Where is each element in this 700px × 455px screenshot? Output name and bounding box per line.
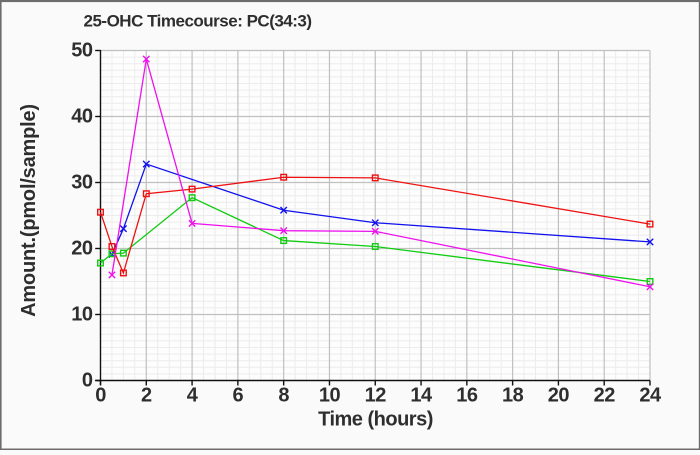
svg-text:10: 10	[319, 385, 341, 407]
svg-text:22: 22	[594, 385, 616, 407]
svg-text:0: 0	[82, 370, 93, 392]
svg-text:10: 10	[71, 304, 93, 326]
svg-text:24: 24	[639, 385, 662, 407]
svg-text:6: 6	[233, 385, 244, 407]
svg-text:20: 20	[548, 385, 570, 407]
svg-text:30: 30	[71, 172, 93, 194]
svg-text:Amount.(pmol/sample): Amount.(pmol/sample)	[18, 104, 40, 317]
svg-text:25-OHC Timecourse: PC(34:3): 25-OHC Timecourse: PC(34:3)	[84, 12, 312, 31]
svg-text:2: 2	[141, 385, 152, 407]
svg-text:Time (hours): Time (hours)	[318, 409, 433, 431]
svg-text:8: 8	[278, 385, 289, 407]
svg-text:0: 0	[95, 385, 106, 407]
svg-text:18: 18	[502, 385, 524, 407]
svg-text:12: 12	[365, 385, 387, 407]
svg-text:16: 16	[456, 385, 478, 407]
svg-text:40: 40	[71, 106, 93, 128]
svg-text:14: 14	[410, 385, 433, 407]
svg-text:20: 20	[71, 238, 93, 260]
svg-text:4: 4	[187, 385, 199, 407]
svg-text:50: 50	[71, 40, 93, 62]
